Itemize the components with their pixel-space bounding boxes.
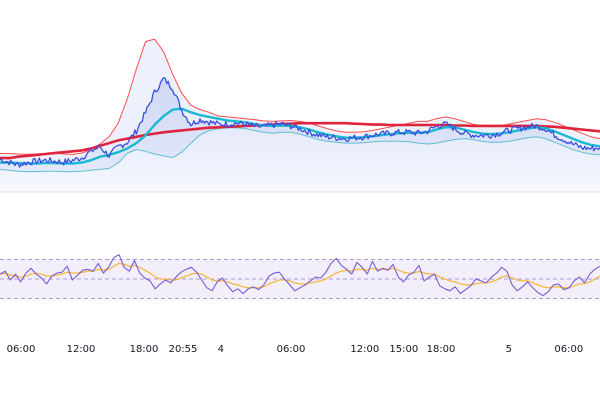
time-tick-label: 4 xyxy=(218,344,224,355)
time-tick-label: 15:00 xyxy=(389,344,418,355)
signal-line xyxy=(0,262,600,289)
oscillator-panel[interactable] xyxy=(0,254,600,299)
price-area-fill xyxy=(0,78,600,192)
band-fill xyxy=(0,39,600,172)
slow-ma-line xyxy=(0,121,600,160)
time-tick-label: 5 xyxy=(506,344,512,355)
time-tick-label: 18:00 xyxy=(130,344,159,355)
time-tick-label: 18:00 xyxy=(427,344,456,355)
time-tick-label: 12:00 xyxy=(67,344,96,355)
time-tick-label: 20:55 xyxy=(169,344,198,355)
time-tick-label: 06:00 xyxy=(7,344,36,355)
lower-band-line xyxy=(0,127,600,173)
price-panel[interactable] xyxy=(0,38,600,193)
time-tick-label: 12:00 xyxy=(350,344,379,355)
time-axis[interactable]: 06:00 12:00 18:00 20:55 4 06:00 12:00 15:00 18:0… xyxy=(7,344,584,355)
oscillator-line xyxy=(0,254,600,297)
time-tick-label: 06:00 xyxy=(277,344,306,355)
time-tick-label: 06:00 xyxy=(554,344,583,355)
price-line xyxy=(0,77,600,168)
